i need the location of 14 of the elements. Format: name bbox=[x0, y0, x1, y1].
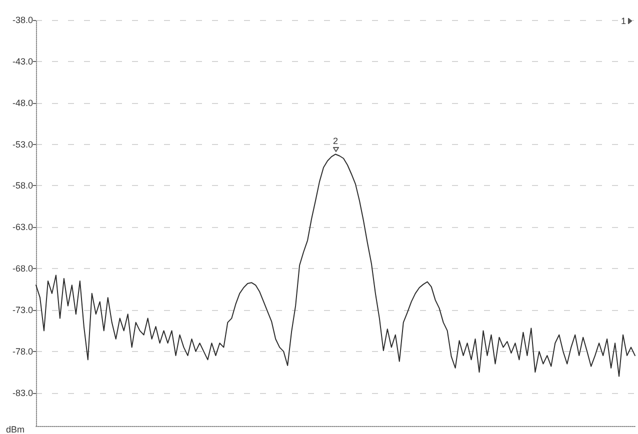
y-tick-label: -63.0 bbox=[12, 222, 33, 232]
y-tick-label: -78.0 bbox=[12, 346, 33, 356]
y-tick-label: -38.0 bbox=[12, 15, 33, 25]
y-tick-label: -43.0 bbox=[12, 56, 33, 66]
y-tick-label: -48.0 bbox=[12, 98, 33, 108]
annotation: 1 bbox=[621, 16, 626, 26]
annotation: 2 bbox=[333, 136, 338, 146]
y-tick-label: -68.0 bbox=[12, 264, 33, 274]
line-series bbox=[36, 154, 636, 377]
y-tick-label: -73.0 bbox=[12, 305, 33, 315]
y-tick-label: -83.0 bbox=[12, 388, 33, 398]
y-tick-label: -58.0 bbox=[12, 180, 33, 191]
y-tick-label: -53.0 bbox=[12, 139, 33, 150]
y-axis-title: dBm bbox=[6, 424, 25, 434]
